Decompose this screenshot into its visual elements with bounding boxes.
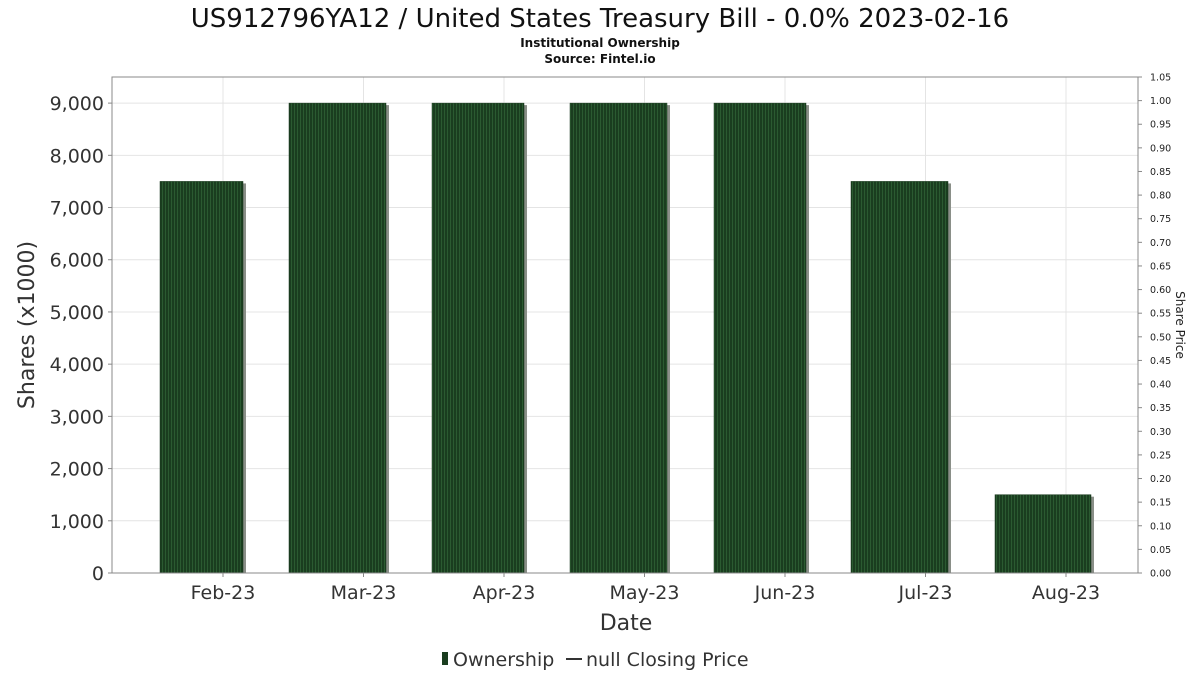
y2-tick-label: 0.50 [1150,332,1171,343]
x-tick-label: Aug-23 [1032,582,1100,604]
y2-tick-label: 0.90 [1150,143,1171,154]
y-tick-label: 0 [92,563,104,585]
y2-tick-label: 0.65 [1150,261,1171,272]
x-tick-label: Jul-23 [898,582,953,604]
bar-shadow [948,183,951,573]
bar-shadow [243,183,246,573]
y2-tick-label: 0.25 [1150,450,1171,461]
y2-tick-label: 0.40 [1150,380,1171,391]
y2-tick-label: 0.80 [1150,191,1171,202]
y2-axis-title: Share Price [1173,291,1187,359]
x-tick-label: Jun-23 [754,582,816,604]
bar-ownership-Feb-23 [159,181,244,574]
y-tick-label: 1,000 [50,511,104,533]
x-tick-label: Feb-23 [191,582,256,604]
bar-shadow [386,105,389,574]
y-tick-label: 6,000 [50,250,104,272]
x-tick-label: May-23 [610,582,680,604]
y-tick-label: 4,000 [50,354,104,376]
bar-shadow [524,105,527,574]
x-axis-ticks: Feb-23 Mar-23 Apr-23 May-23 Jun-23 Jul-23 Aug-… [191,573,1100,604]
y2-tick-label: 1.05 [1150,73,1171,84]
bar-shadow [667,105,670,574]
bar-shadow [1091,496,1094,573]
chart-subtitle-source: Source: Fintel.io [544,52,655,66]
y-tick-label: 7,000 [50,198,104,220]
y-axis-title: Shares (x1000) [15,241,40,409]
y2-tick-label: 0.70 [1150,238,1171,249]
y-axis-ticks: 0 1,000 2,000 3,000 4,000 5,000 6,000 7,000 8,00… [50,93,112,585]
y2-tick-label: 0.05 [1150,545,1171,556]
y-tick-label: 5,000 [50,302,104,324]
y-tick-label: 3,000 [50,406,104,428]
bar-ownership-Jul-23 [850,181,949,574]
chart-subtitle-ownership: Institutional Ownership [520,36,680,50]
y2-tick-label: 0.30 [1150,427,1171,438]
y2-tick-label: 0.20 [1150,474,1171,485]
legend-closing-price-label: null Closing Price [586,649,749,671]
y2-tick-label: 0.15 [1150,498,1171,509]
chart-title: US912796YA12 / United States Treasury Bi… [191,4,1009,34]
y2-tick-label: 0.85 [1150,167,1171,178]
bar-ownership-Apr-23 [431,102,525,574]
y2-tick-label: 0.60 [1150,285,1171,296]
y-tick-label: 9,000 [50,93,104,115]
y2-axis-ticks: 0.00 0.05 0.10 0.15 0.20 0.25 0.30 0.35 0.40 0.45… [1138,73,1171,580]
y2-tick-label: 0.95 [1150,120,1171,131]
bar-shadow [806,105,809,574]
bar-series-ownership [159,102,1094,574]
y2-tick-label: 0.35 [1150,403,1171,414]
y2-tick-label: 0.00 [1150,569,1171,580]
y2-tick-label: 1.00 [1150,96,1171,107]
x-tick-label: Apr-23 [473,582,536,604]
y2-tick-label: 0.55 [1150,309,1171,320]
y-tick-label: 8,000 [50,145,104,167]
x-tick-label: Mar-23 [331,582,397,604]
legend: Ownership null Closing Price [442,649,749,671]
y2-tick-label: 0.45 [1150,356,1171,367]
x-axis-title: Date [600,611,653,636]
legend-ownership-swatch [442,652,448,665]
y2-tick-label: 0.10 [1150,521,1171,532]
bar-ownership-Aug-23 [994,494,1092,574]
y2-tick-label: 0.75 [1150,214,1171,225]
bar-ownership-Jun-23 [713,102,807,574]
bar-ownership-May-23 [569,102,668,574]
legend-ownership-label: Ownership [453,649,554,671]
bar-ownership-Mar-23 [288,102,387,574]
plot-frame [111,76,1139,574]
y-tick-label: 2,000 [50,459,104,481]
